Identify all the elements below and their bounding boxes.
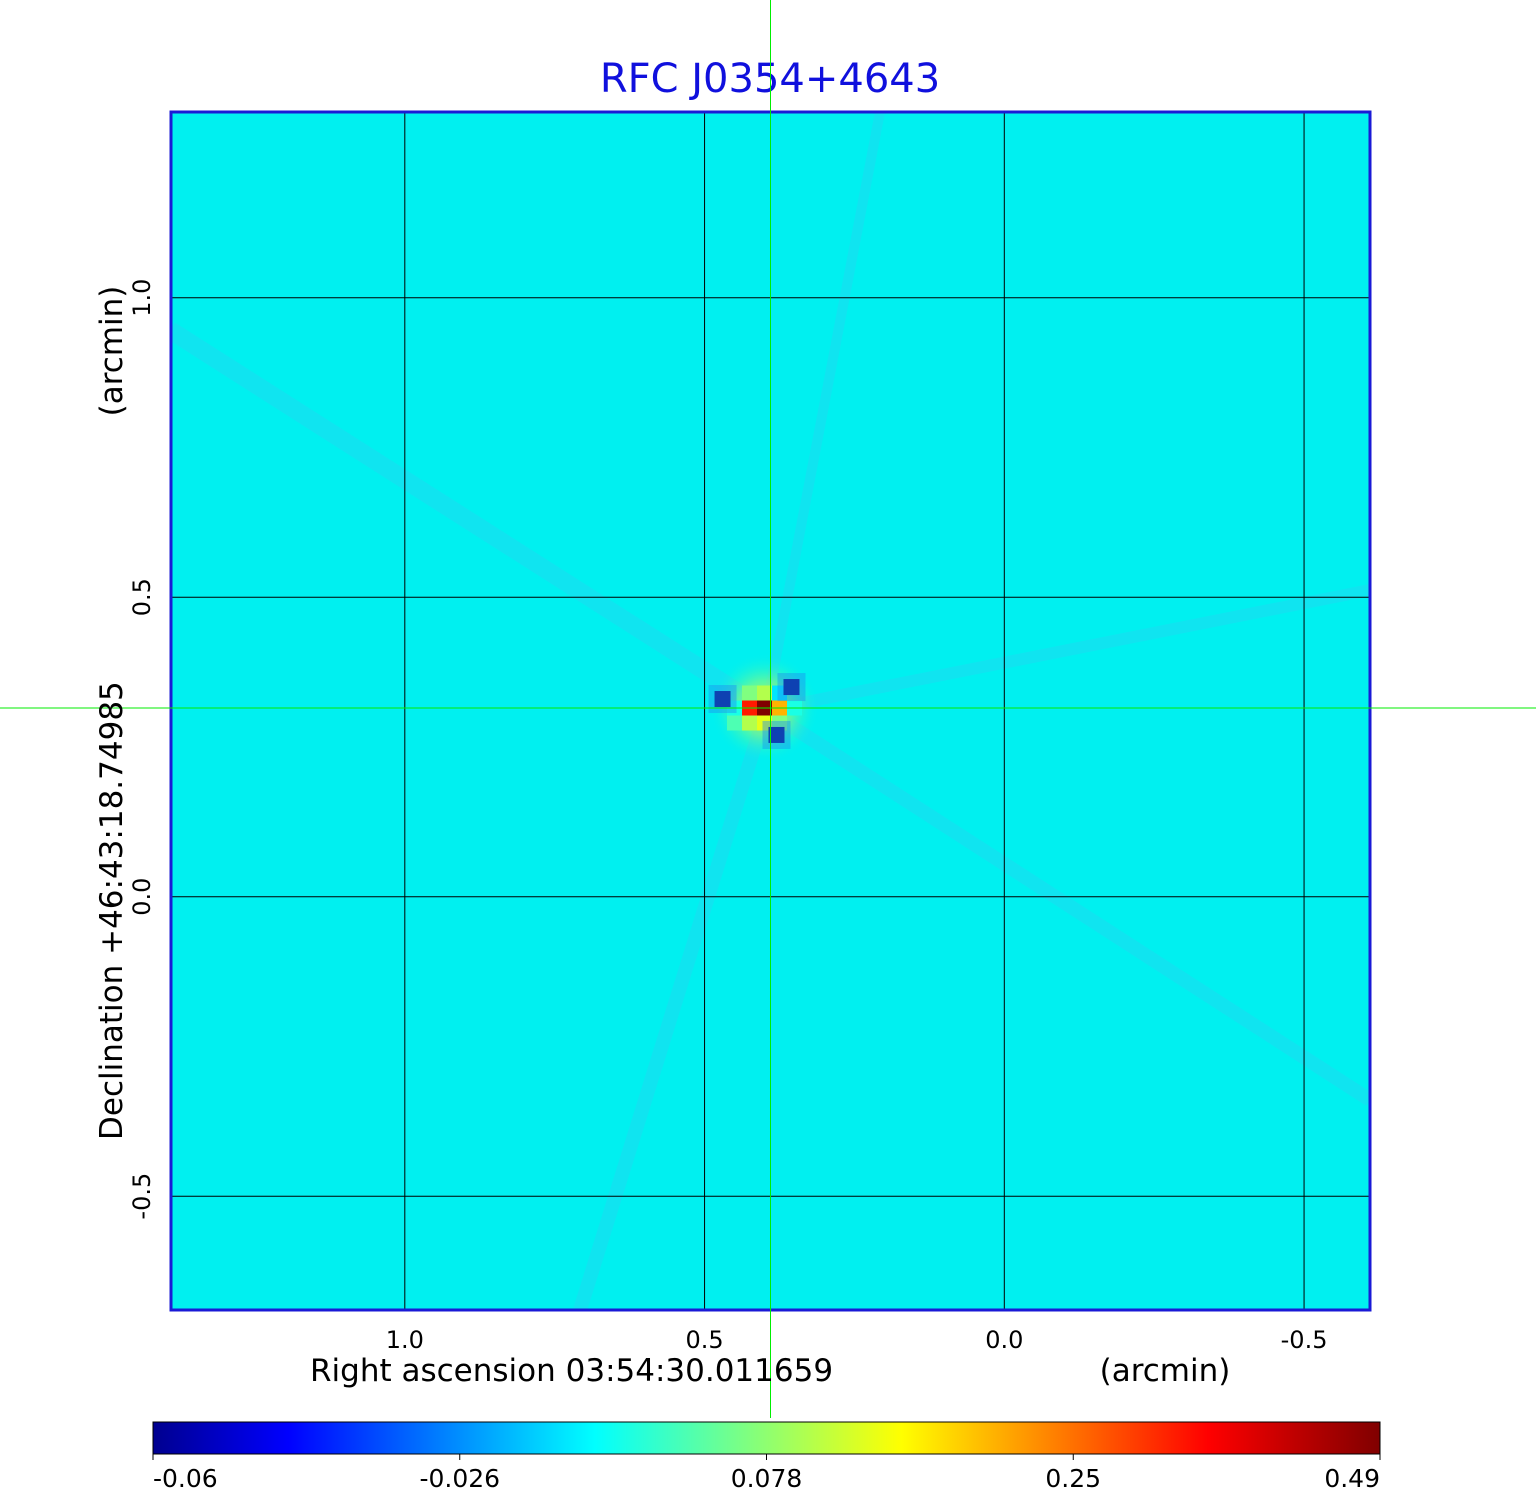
negative-spot — [714, 691, 731, 708]
colorbar-ticks: -0.06 -0.026 0.078 0.25 0.49 — [152, 1454, 1381, 1493]
faint-stripes — [171, 112, 1370, 1310]
colorbar: -0.06 -0.026 0.078 0.25 0.49 — [152, 1421, 1381, 1493]
y-tick-label: 0.5 — [128, 578, 156, 616]
x-tick-label: 1.0 — [386, 1326, 424, 1354]
y-axis-label: Declination +46:43:18.74985 — [94, 681, 130, 1140]
x-axis-label: Right ascension 03:54:30.011659 — [310, 1353, 833, 1389]
colorbar-tick-label: 0.25 — [1045, 1464, 1101, 1493]
colorbar-gradient — [152, 1421, 1381, 1455]
peak-pixel — [757, 685, 773, 701]
stripe — [764, 584, 1370, 716]
negative-halo — [762, 720, 791, 749]
colorbar-tick-label: 0.49 — [1324, 1464, 1380, 1493]
x-tick-label: 0.0 — [985, 1326, 1023, 1354]
stripe — [762, 704, 1370, 1106]
peak-pixel — [727, 715, 743, 731]
peak-pixel — [757, 715, 773, 731]
stripe — [761, 112, 885, 711]
stripe — [171, 322, 771, 718]
x-axis-unit: (arcmin) — [1100, 1353, 1231, 1389]
y-tick-labels: 1.0 0.5 0.0 -0.5 — [128, 279, 156, 1220]
stripe — [573, 707, 773, 1310]
peak-pixel — [742, 685, 758, 701]
colorbar-tick-label: 0.078 — [731, 1464, 803, 1493]
peak-pixel — [772, 715, 788, 731]
peak-pixel — [772, 685, 788, 701]
negative-halo — [777, 673, 806, 702]
peak-pixel — [742, 715, 758, 731]
negative-spot — [783, 679, 800, 696]
y-tick-label: 1.0 — [128, 279, 156, 317]
x-tick-label: 0.5 — [685, 1326, 723, 1354]
crosshair — [0, 0, 1536, 1418]
negative-halo — [708, 685, 737, 714]
colorbar-tick-label: -0.06 — [153, 1464, 218, 1493]
y-axis-unit: (arcmin) — [94, 286, 130, 417]
y-tick-label: 0.0 — [128, 878, 156, 916]
x-tick-labels: 1.0 0.5 0.0 -0.5 — [386, 1326, 1328, 1354]
x-tick-label: -0.5 — [1281, 1326, 1328, 1354]
colorbar-tick-label: -0.026 — [419, 1464, 500, 1493]
y-tick-label: -0.5 — [128, 1173, 156, 1220]
negative-spot — [768, 726, 785, 743]
